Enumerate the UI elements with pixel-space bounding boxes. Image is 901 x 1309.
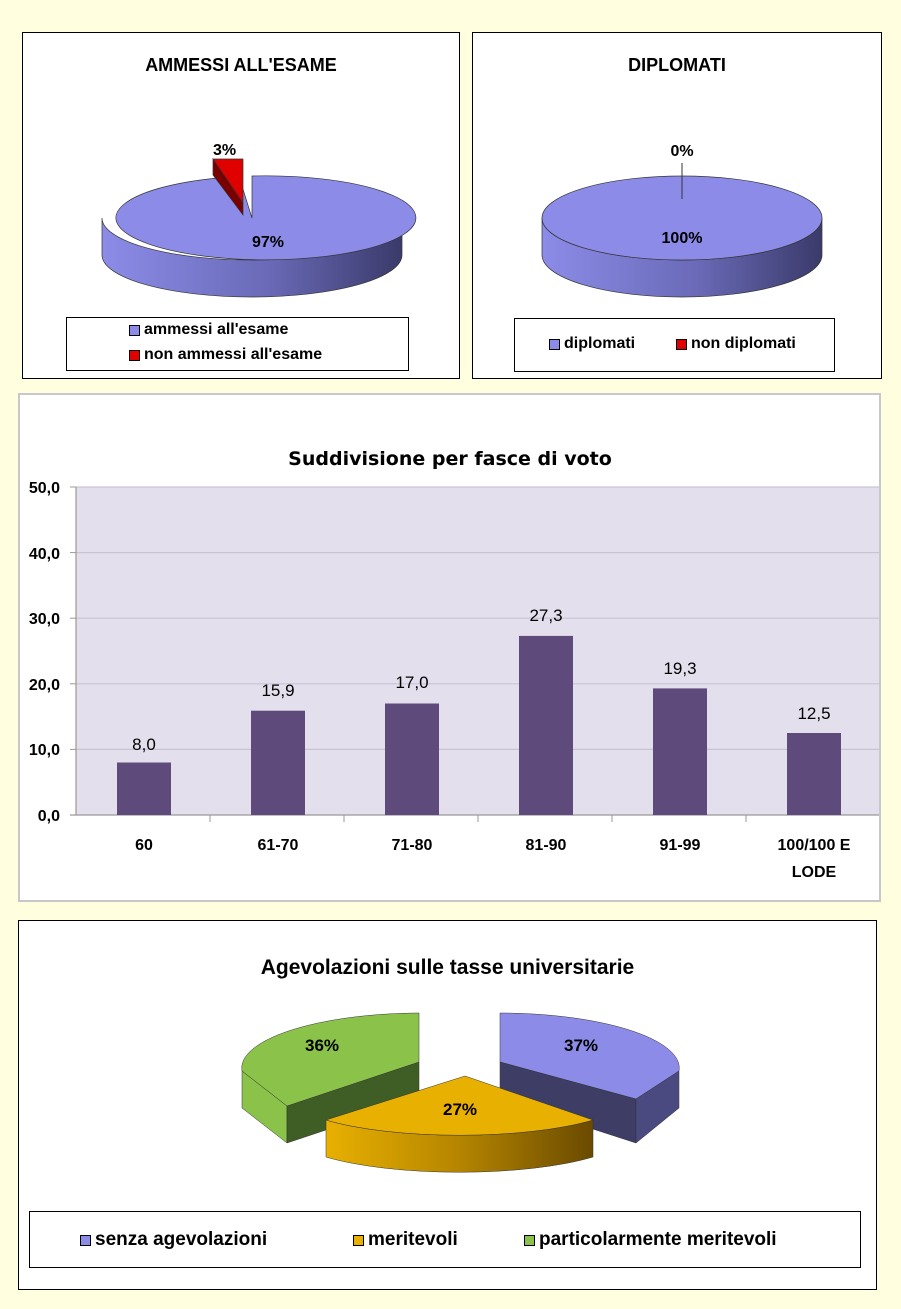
svg-text:91-99: 91-99 (660, 837, 701, 854)
svg-text:40,0: 40,0 (29, 546, 60, 563)
legend-swatch-blue-icon (80, 1234, 91, 1246)
pie-label-36: 36% (305, 1036, 339, 1055)
chart-voto-panel: Suddivisione per fasce di voto 50,0 40,0… (18, 393, 881, 902)
chart-diplomati-panel: DIPLOMATI 100% 0% diplomati non diplomat… (472, 32, 882, 379)
svg-text:15,9: 15,9 (261, 681, 294, 700)
chart-title: Suddivisione per fasce di voto (288, 448, 612, 470)
legend-item-non-diplomati: non diplomati (676, 335, 796, 353)
pie-slice-ammessi (115, 175, 417, 261)
svg-text:8,0: 8,0 (132, 735, 156, 754)
legend-item-ammessi: ammessi all'esame (129, 321, 288, 339)
legend-agevolazioni: senza agevolazioni meritevoli particolar… (29, 1211, 861, 1268)
legend-diplomati: diplomati non diplomati (514, 318, 835, 372)
legend-item-particolarmente-meritevoli: particolarmente meritevoli (524, 1229, 777, 1251)
svg-text:19,3: 19,3 (663, 659, 696, 678)
pie-label-97: 97% (252, 234, 284, 251)
svg-text:100/100 E: 100/100 E (778, 837, 851, 854)
svg-text:17,0: 17,0 (395, 673, 428, 692)
gridlines (76, 486, 879, 750)
legend-item-diplomati: diplomati (549, 335, 635, 353)
legend-swatch-blue-icon (129, 324, 140, 336)
chart-title: AMMESSI ALL'ESAME (145, 55, 337, 75)
bar-81-90 (519, 635, 573, 815)
svg-text:71-80: 71-80 (392, 837, 433, 854)
chart-agevolazioni-panel: Agevolazioni sulle tasse universitarie 3… (18, 920, 877, 1290)
pie-chart-agevolazioni: 37% 36% 27% (241, 1012, 680, 1173)
x-tick-labels: 60 61-70 71-80 81-90 91-99 100/100 E LOD… (135, 837, 851, 881)
legend-swatch-green-icon (524, 1234, 535, 1246)
pie-slice-side (101, 217, 403, 298)
pie-slice-particolarmente-meritevoli (241, 1012, 420, 1107)
svg-text:12,5: 12,5 (797, 704, 830, 723)
plot-area (76, 487, 879, 815)
pie-chart-ammessi: 97% 3% (101, 142, 417, 298)
bar-chart-voto: Suddivisione per fasce di voto 50,0 40,0… (29, 448, 879, 881)
legend-item-senza-agevolazioni: senza agevolazioni (80, 1229, 267, 1251)
svg-text:0,0: 0,0 (38, 808, 60, 825)
svg-text:30,0: 30,0 (29, 611, 60, 628)
legend-item-meritevoli: meritevoli (353, 1229, 458, 1251)
pie-label-0: 0% (670, 143, 693, 160)
svg-text:10,0: 10,0 (29, 742, 60, 759)
chart-ammessi-panel: AMMESSI ALL'ESAME 97% 3% ammessi all'esa… (22, 32, 460, 379)
pie-slice-meritevoli (325, 1075, 594, 1136)
bar-value-labels: 8,0 15,9 17,0 27,3 19,3 12,5 (132, 606, 830, 754)
svg-text:20,0: 20,0 (29, 677, 60, 694)
y-tick-labels: 50,0 40,0 30,0 20,0 10,0 0,0 (29, 480, 60, 825)
svg-text:27,3: 27,3 (529, 606, 562, 625)
svg-text:50,0: 50,0 (29, 480, 60, 497)
bars (117, 635, 841, 815)
bar-100-lode (787, 733, 841, 815)
bar-61-70 (251, 710, 305, 815)
svg-text:61-70: 61-70 (258, 837, 299, 854)
legend-swatch-blue-icon (549, 338, 560, 350)
legend-item-non-ammessi: non ammessi all'esame (129, 346, 322, 364)
svg-text:60: 60 (135, 837, 153, 854)
pie-chart-diplomati: 100% 0% (541, 143, 823, 298)
pie-label-3: 3% (213, 142, 236, 159)
legend-swatch-orange-icon (353, 1234, 364, 1246)
legend-swatch-red-icon (676, 338, 687, 350)
pie-slice-senza-agevolazioni (499, 1012, 680, 1100)
bar-91-99 (653, 688, 707, 815)
pie-label-100: 100% (662, 230, 703, 247)
legend-ammessi: ammessi all'esame non ammessi all'esame (66, 317, 409, 371)
chart-title: Agevolazioni sulle tasse universitarie (260, 956, 635, 979)
svg-text:81-90: 81-90 (526, 837, 567, 854)
svg-text:LODE: LODE (792, 864, 837, 881)
pie-label-37: 37% (564, 1036, 598, 1055)
legend-swatch-red-icon (129, 349, 140, 361)
chart-title: DIPLOMATI (628, 55, 726, 75)
pie-label-27: 27% (443, 1100, 477, 1119)
bar-71-80 (385, 703, 439, 815)
bar-60 (117, 762, 171, 815)
